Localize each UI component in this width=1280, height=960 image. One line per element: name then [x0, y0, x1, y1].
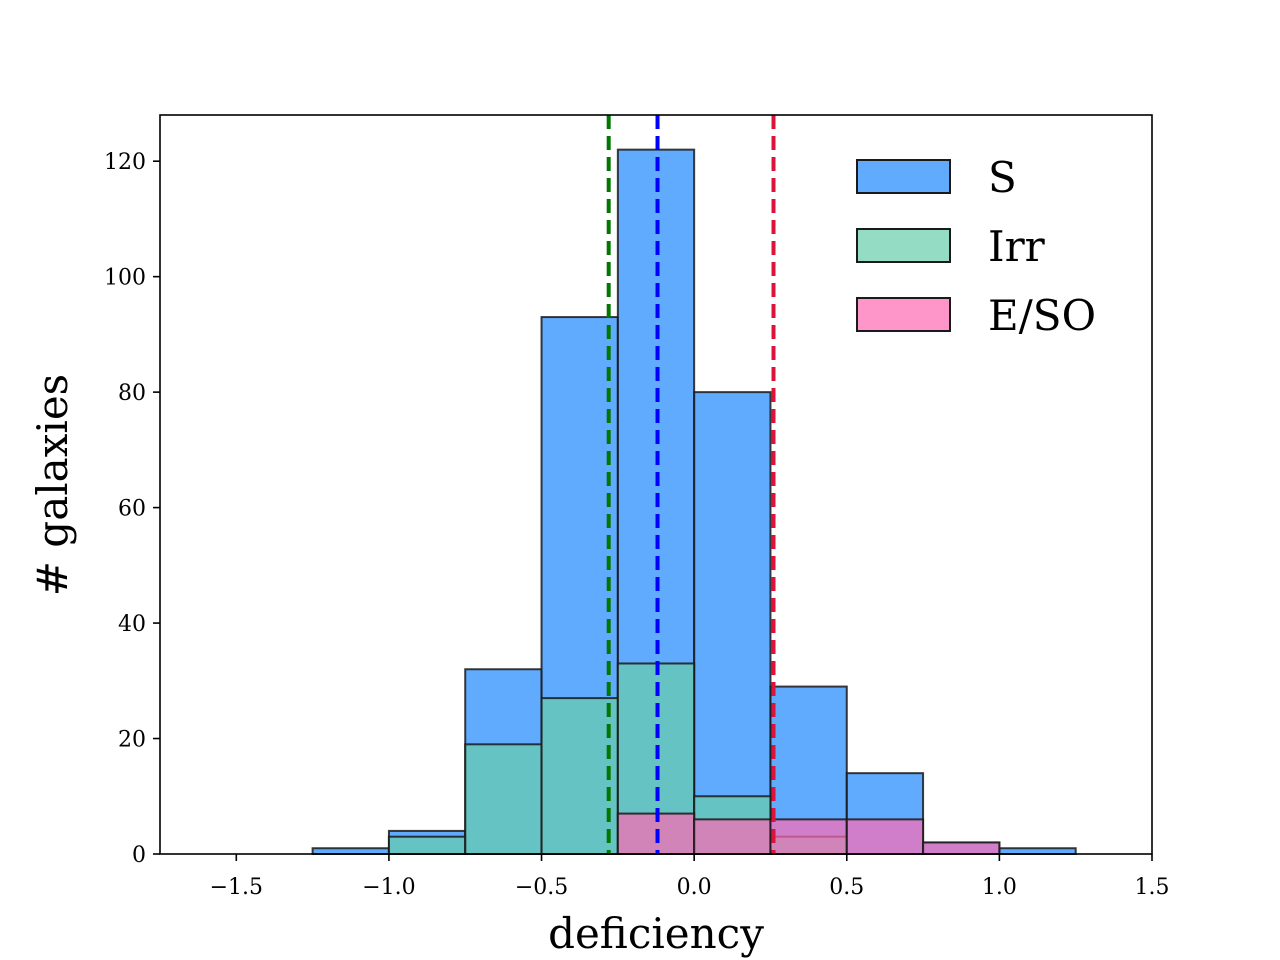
y-tick-label: 60 — [118, 497, 146, 522]
y-tick-label: 0 — [132, 843, 146, 868]
bar-e-so-8 — [922, 841, 1001, 855]
x-tick-label: 1.5 — [1135, 875, 1170, 900]
x-tick-label: −1.5 — [210, 875, 263, 900]
axes-frame — [159, 114, 1153, 855]
y-axis-ticks: 0 20 40 60 80 100 120 — [104, 150, 160, 868]
x-tick-label: 0.0 — [677, 875, 712, 900]
legend-swatch-irr — [856, 228, 951, 263]
x-tick-label: −0.5 — [515, 875, 568, 900]
y-tick-label: 20 — [118, 728, 146, 753]
legend-label-e-so: E/SO — [988, 291, 1096, 340]
bars-layer — [311, 148, 1077, 855]
x-tick-label: 0.5 — [829, 875, 864, 900]
y-axis-label: # galaxies — [28, 374, 77, 596]
bar-s-0 — [311, 847, 390, 855]
bar-irr-3 — [540, 697, 619, 855]
legend-swatch-e-so — [856, 297, 951, 332]
legend-swatch-s — [856, 159, 951, 194]
x-axis-ticks: −1.5 −1.0 −0.5 0.0 0.5 1.0 1.5 — [210, 854, 1170, 900]
median-lines-layer — [606, 115, 776, 854]
y-tick-label: 80 — [118, 381, 146, 406]
x-axis-label: deficiency — [548, 909, 764, 958]
legend-label-s: S — [988, 153, 1017, 202]
legend-label-irr: Irr — [988, 222, 1046, 271]
bar-irr-2 — [464, 743, 543, 855]
bar-e-so-7 — [845, 818, 925, 855]
legend: S Irr E/SO — [856, 153, 1096, 340]
bar-s-5 — [693, 391, 772, 855]
y-tick-label: 100 — [104, 266, 146, 291]
y-tick-label: 120 — [104, 150, 146, 175]
y-tick-label: 40 — [118, 612, 146, 637]
x-tick-label: −1.0 — [362, 875, 415, 900]
bar-s-9 — [998, 847, 1077, 855]
x-tick-label: 1.0 — [982, 875, 1017, 900]
bar-irr-1 — [387, 835, 467, 855]
bar-e-so-5 — [693, 818, 772, 855]
bar-e-so-6 — [769, 818, 848, 855]
